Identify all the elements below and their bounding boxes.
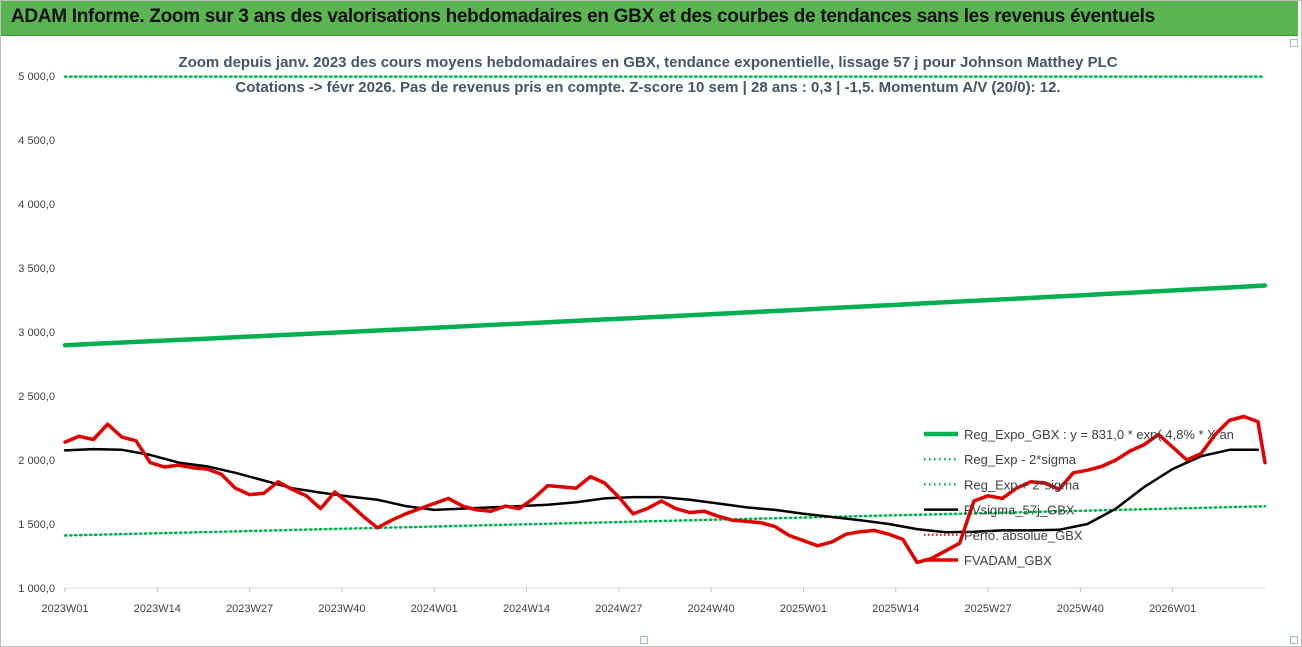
- y-axis: 1 000,0 1 500,0 2 000,0 2 500,0 3 000,0 3 500…: [18, 71, 55, 595]
- resize-handle-bottom[interactable]: [640, 636, 648, 644]
- legend-label: FVADAM_GBX: [964, 553, 1052, 568]
- y-tick-label: 3 000,0: [18, 327, 55, 339]
- legend: Reg_Expo_GBX : y = 831,0 * exp( 4,8% * X…: [924, 427, 1234, 568]
- x-tick-label: 2025W40: [1057, 603, 1104, 615]
- series-line-0: [62, 283, 1268, 348]
- y-tick-label: 4 000,0: [18, 199, 55, 211]
- x-tick-label: 2025W01: [780, 603, 827, 615]
- chart-title-line: Cotations -> févr 2026. Pas de revenus p…: [235, 79, 1060, 96]
- legend-label: Reg_Expo_GBX : y = 831,0 * exp( 4,8% * X…: [964, 427, 1234, 442]
- x-tick-label: 2025W27: [965, 603, 1012, 615]
- resize-handle-bottom-right[interactable]: [1290, 636, 1298, 644]
- x-tick-label: 2023W27: [226, 603, 273, 615]
- plot-area: [62, 75, 1268, 565]
- page-title: ADAM Informe. Zoom sur 3 ans des valoris…: [11, 6, 1155, 27]
- y-tick-label: 1 500,0: [18, 519, 55, 531]
- legend-label: Perfo. absolue_GBX: [964, 528, 1083, 543]
- chart-title: Zoom depuis janv. 2023 des cours moyens …: [178, 54, 1117, 96]
- legend-label: Reg_Exp - 2*sigma: [964, 452, 1077, 467]
- x-tick-label: 2024W01: [411, 603, 458, 615]
- x-tick-label: 2023W40: [318, 603, 365, 615]
- series-line-1: [63, 505, 1267, 537]
- x-tick-label: 2024W14: [503, 603, 550, 615]
- y-tick-label: 3 500,0: [18, 263, 55, 275]
- x-tick-label: 2024W40: [688, 603, 735, 615]
- series-line-3: [63, 447, 1260, 534]
- chart-title-line: Zoom depuis janv. 2023 des cours moyens …: [178, 54, 1117, 71]
- resize-handle-top-right[interactable]: [1290, 39, 1298, 47]
- x-axis: 2023W01 2023W14 2023W27 2023W40 2024W01 2024W…: [41, 587, 1265, 615]
- y-tick-label: 1 000,0: [18, 583, 55, 595]
- y-tick-label: 4 500,0: [18, 135, 55, 147]
- x-tick-label: 2023W01: [41, 603, 88, 615]
- legend-label: Reg_Exp + 2*sigma: [964, 477, 1080, 492]
- header-bar: ADAM Informe. Zoom sur 3 ans des valoris…: [1, 1, 1298, 36]
- y-tick-label: 5 000,0: [18, 71, 55, 83]
- series-line-5: [63, 414, 1267, 565]
- y-tick-label: 2 000,0: [18, 455, 55, 467]
- x-tick-label: 2024W27: [595, 603, 642, 615]
- x-tick-label: 2026W01: [1149, 603, 1196, 615]
- x-tick-label: 2023W14: [134, 603, 181, 615]
- y-tick-label: 2 500,0: [18, 391, 55, 403]
- legend-label: FVsigma_57j_GBX: [964, 503, 1075, 518]
- x-tick-label: 2025W14: [872, 603, 919, 615]
